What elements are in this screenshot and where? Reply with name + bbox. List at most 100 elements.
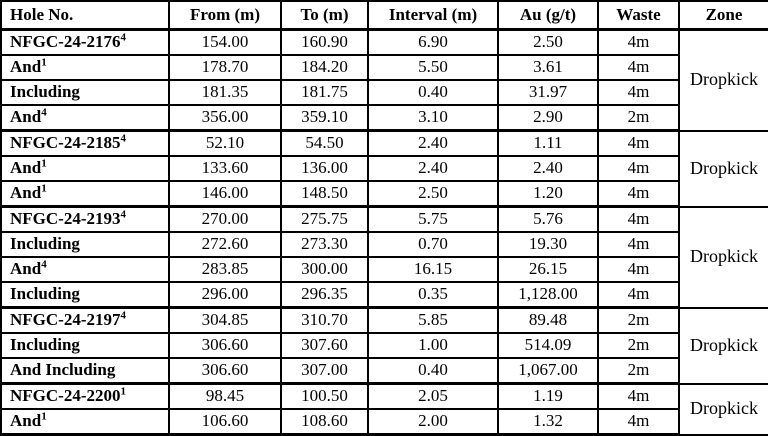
to-value-cell: 310.70 [280, 306, 369, 334]
to-value-cell: 296.35 [280, 281, 369, 309]
to-value-cell: 300.00 [280, 256, 369, 283]
from-value-cell: 283.85 [168, 256, 282, 283]
from-value-cell: 356.00 [168, 104, 282, 132]
interval-value-cell: 2.50 [367, 180, 499, 208]
hole-label-cell: NFGC-24-21934 [0, 205, 170, 233]
waste-value-cell: 2m [597, 357, 680, 385]
table-row: And4 283.85 300.00 16.15 26.15 4m [0, 256, 768, 283]
from-value-cell: 52.10 [168, 129, 282, 157]
table-row: NFGC-24-21974 304.85 310.70 5.85 89.48 2m Drop… [0, 306, 768, 385]
interval-value-cell: 5.75 [367, 205, 499, 233]
from-value-cell: 181.35 [168, 79, 282, 106]
zone-cell: Dropkick [678, 205, 768, 309]
column-header-waste: Waste [597, 0, 680, 31]
footnote-marker: 4 [41, 258, 47, 271]
waste-value-cell: 4m [597, 155, 680, 182]
hole-label-cell: And4 [0, 256, 170, 283]
table-row: Including 296.00 296.35 0.35 1,128.00 4m [0, 281, 768, 309]
au-value-cell: 89.48 [497, 306, 599, 334]
table-row: Including 181.35 181.75 0.40 31.97 4m [0, 79, 768, 106]
hole-label-cell: And1 [0, 54, 170, 81]
from-value-cell: 296.00 [168, 281, 282, 309]
table-header: Hole No. From (m) To (m) Interval (m) Au (g/… [0, 0, 768, 31]
from-value-cell: 154.00 [168, 28, 282, 56]
table-row: NFGC-24-21764 154.00 160.90 6.90 2.50 4m Dropk… [0, 28, 768, 132]
hole-label: And [10, 107, 42, 127]
footnote-marker: 1 [120, 385, 126, 398]
table-row: Including 306.60 307.60 1.00 514.09 2m [0, 332, 768, 359]
au-value-cell: 19.30 [497, 231, 599, 258]
to-value-cell: 307.60 [280, 332, 369, 359]
interval-value-cell: 5.50 [367, 54, 499, 81]
interval-value-cell: 0.40 [367, 357, 499, 385]
table-body: NFGC-24-21764 154.00 160.90 6.90 2.50 4m Dropk… [0, 28, 768, 436]
footnote-marker: 4 [41, 106, 47, 119]
hole-label: Including [10, 82, 80, 102]
from-value-cell: 306.60 [168, 332, 282, 359]
waste-value-cell: 4m [597, 129, 680, 157]
hole-label: And [10, 57, 42, 77]
footnote-marker: 4 [120, 309, 126, 322]
au-value-cell: 2.90 [497, 104, 599, 132]
footnote-marker: 1 [41, 182, 47, 195]
hole-label: NFGC-24-2200 [10, 386, 121, 406]
au-value-cell: 514.09 [497, 332, 599, 359]
column-header-hole: Hole No. [0, 0, 170, 31]
hole-label-cell: Including [0, 79, 170, 106]
au-value-cell: 26.15 [497, 256, 599, 283]
au-value-cell: 31.97 [497, 79, 599, 106]
to-value-cell: 275.75 [280, 205, 369, 233]
interval-value-cell: 2.40 [367, 155, 499, 182]
waste-value-cell: 4m [597, 382, 680, 410]
hole-label-cell: Including [0, 231, 170, 258]
to-value-cell: 181.75 [280, 79, 369, 106]
zone-cell: Dropkick [678, 306, 768, 385]
interval-value-cell: 3.10 [367, 104, 499, 132]
interval-value-cell: 2.40 [367, 129, 499, 157]
from-value-cell: 106.60 [168, 408, 282, 436]
hole-label-cell: Including [0, 332, 170, 359]
from-value-cell: 133.60 [168, 155, 282, 182]
from-value-cell: 272.60 [168, 231, 282, 258]
au-value-cell: 1.32 [497, 408, 599, 436]
to-value-cell: 136.00 [280, 155, 369, 182]
au-value-cell: 1,128.00 [497, 281, 599, 309]
to-value-cell: 100.50 [280, 382, 369, 410]
to-value-cell: 359.10 [280, 104, 369, 132]
au-value-cell: 5.76 [497, 205, 599, 233]
to-value-cell: 148.50 [280, 180, 369, 208]
hole-label-cell: And4 [0, 104, 170, 132]
from-value-cell: 270.00 [168, 205, 282, 233]
waste-value-cell: 4m [597, 205, 680, 233]
zone-cell: Dropkick [678, 28, 768, 132]
waste-value-cell: 4m [597, 256, 680, 283]
interval-value-cell: 5.85 [367, 306, 499, 334]
to-value-cell: 54.50 [280, 129, 369, 157]
hole-label-cell: NFGC-24-21854 [0, 129, 170, 157]
waste-value-cell: 4m [597, 54, 680, 81]
hole-label-cell: NFGC-24-21974 [0, 306, 170, 334]
interval-value-cell: 2.00 [367, 408, 499, 436]
hole-label: And Including [10, 360, 116, 380]
to-value-cell: 273.30 [280, 231, 369, 258]
column-header-zone: Zone [678, 0, 768, 31]
hole-label: NFGC-24-2185 [10, 133, 121, 153]
column-header-from: From (m) [168, 0, 282, 31]
zone-cell: Dropkick [678, 382, 768, 436]
table-row: And1 146.00 148.50 2.50 1.20 4m [0, 180, 768, 208]
footnote-marker: 4 [120, 132, 126, 145]
interval-value-cell: 6.90 [367, 28, 499, 56]
hole-label: Including [10, 335, 80, 355]
hole-label: And [10, 183, 42, 203]
footnote-marker: 4 [120, 31, 126, 44]
interval-value-cell: 0.40 [367, 79, 499, 106]
footnote-marker: 1 [41, 410, 47, 423]
hole-label-cell: And Including [0, 357, 170, 385]
interval-value-cell: 0.35 [367, 281, 499, 309]
from-value-cell: 178.70 [168, 54, 282, 81]
from-value-cell: 98.45 [168, 382, 282, 410]
table-row: And4 356.00 359.10 3.10 2.90 2m [0, 104, 768, 132]
hole-label: NFGC-24-2197 [10, 310, 121, 330]
table-row: Including 272.60 273.30 0.70 19.30 4m [0, 231, 768, 258]
hole-label-cell: And1 [0, 180, 170, 208]
